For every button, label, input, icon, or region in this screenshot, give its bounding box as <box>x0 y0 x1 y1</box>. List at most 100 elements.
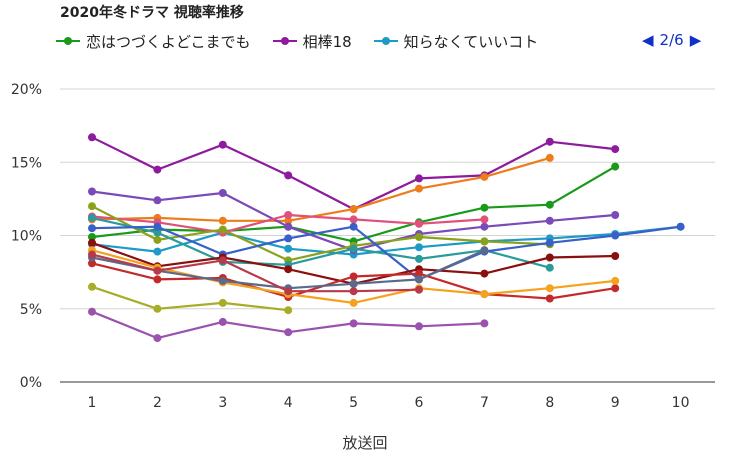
data-point <box>88 307 96 316</box>
x-tick-label: 2 <box>153 395 162 411</box>
data-point <box>480 215 489 224</box>
series-1 <box>88 162 620 246</box>
data-point <box>545 238 554 247</box>
data-point <box>349 222 358 231</box>
legend-marker-icon <box>272 35 297 47</box>
data-point <box>415 174 423 183</box>
data-point <box>284 244 293 253</box>
data-point <box>611 252 620 260</box>
data-point <box>545 200 554 209</box>
data-point <box>611 211 620 219</box>
x-tick-label: 8 <box>545 395 554 411</box>
data-point <box>545 263 554 272</box>
data-point <box>415 275 423 284</box>
data-point <box>480 319 489 328</box>
data-point <box>284 287 293 296</box>
data-point <box>88 187 96 196</box>
series-line <box>91 285 289 312</box>
legend-item-aibou18[interactable]: 相棒18 <box>272 31 352 52</box>
series-4 <box>88 153 554 225</box>
data-point <box>218 225 227 234</box>
data-point <box>153 235 162 244</box>
data-point <box>480 290 489 299</box>
data-point <box>153 196 162 205</box>
data-point <box>415 285 423 294</box>
data-point <box>88 202 96 211</box>
data-point <box>349 272 358 281</box>
series-14 <box>88 307 489 343</box>
series-16 <box>88 250 423 296</box>
data-point <box>284 328 293 337</box>
data-point <box>349 205 358 214</box>
legend-label: 相棒18 <box>302 32 352 51</box>
data-point <box>88 133 96 142</box>
series-line <box>91 253 420 293</box>
data-point <box>153 304 162 313</box>
data-point <box>153 228 162 237</box>
data-point <box>153 275 162 284</box>
data-point <box>88 259 96 268</box>
data-point <box>284 171 293 180</box>
data-point <box>415 233 423 241</box>
data-point <box>349 319 358 328</box>
data-point <box>480 246 489 255</box>
series-13 <box>88 282 293 315</box>
data-point <box>611 284 620 293</box>
legend-item-shiranakute[interactable]: 知らなくていいコト <box>373 31 538 52</box>
data-point <box>284 216 293 225</box>
data-point <box>88 233 96 241</box>
data-point <box>349 279 358 288</box>
data-point <box>480 172 489 181</box>
data-point <box>349 244 358 253</box>
data-point <box>545 284 554 293</box>
pager-next-icon[interactable]: ▶ <box>689 31 702 49</box>
y-tick-label: 15% <box>11 155 42 171</box>
y-tick-label: 5% <box>20 302 42 318</box>
x-tick-label: 3 <box>218 395 227 411</box>
data-point <box>88 282 96 291</box>
data-point <box>545 153 554 162</box>
data-point <box>153 247 162 256</box>
x-tick-label: 9 <box>611 395 620 411</box>
x-tick-label: 5 <box>349 395 358 411</box>
data-point <box>218 140 227 149</box>
data-point <box>218 276 227 285</box>
data-point <box>611 162 620 171</box>
y-tick-label: 10% <box>11 229 42 245</box>
data-point <box>284 211 293 219</box>
data-point <box>415 254 423 263</box>
legend-marker-icon <box>56 35 80 47</box>
data-point <box>676 222 685 231</box>
data-point <box>480 222 489 231</box>
data-point <box>545 216 554 225</box>
legend-label: 恋はつづくよどこまでも <box>86 32 251 51</box>
data-point <box>218 189 227 197</box>
pager-prev-icon[interactable]: ◀ <box>642 31 654 49</box>
data-point <box>218 216 227 225</box>
data-point <box>415 184 423 193</box>
data-point <box>88 238 96 247</box>
data-point <box>218 256 227 265</box>
legend: 恋はつづくよどこまでも 相棒18 知らなくていいコト <box>56 30 560 52</box>
legend-item-koitsuzu[interactable]: 恋はつづくよどこまでも <box>56 31 251 52</box>
data-point <box>611 231 620 240</box>
data-point <box>88 213 96 222</box>
legend-pager: ◀ 2/6 ▶ <box>642 29 701 51</box>
data-point <box>153 266 162 275</box>
y-tick-label: 20% <box>11 82 42 98</box>
data-point <box>611 276 620 285</box>
data-point <box>611 145 620 154</box>
data-point <box>415 243 423 252</box>
pager-page-text: 2/6 <box>659 31 684 49</box>
data-point <box>415 219 423 228</box>
series-12 <box>88 246 620 307</box>
series-line <box>91 225 681 256</box>
data-point <box>545 294 554 303</box>
x-tick-label: 10 <box>672 395 690 411</box>
x-tick-label: 1 <box>88 395 97 411</box>
series-line <box>91 216 551 269</box>
x-tick-label: 4 <box>284 395 293 411</box>
chart-title: 2020年冬ドラマ 視聴率推移 <box>60 5 244 21</box>
x-tick-label: 6 <box>415 395 424 411</box>
data-point <box>153 334 162 343</box>
